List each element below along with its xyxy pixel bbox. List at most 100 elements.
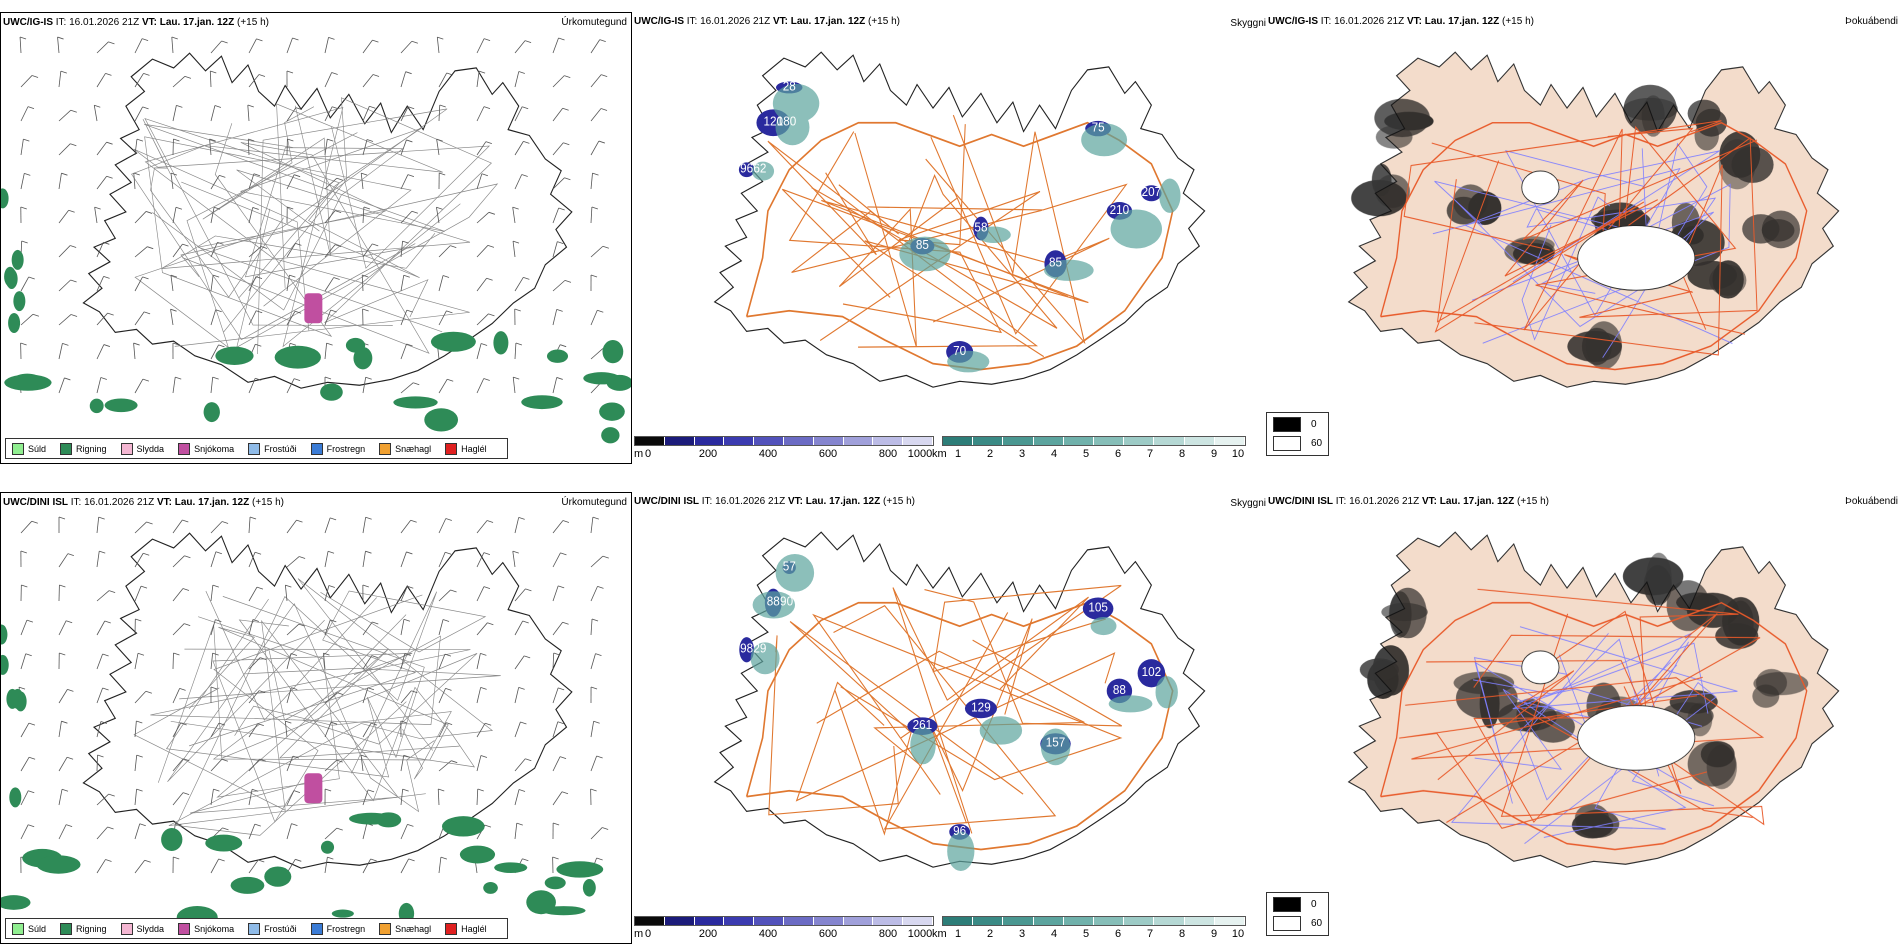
ceiling-label: 57: [783, 559, 796, 574]
legend-item: Frostúði: [248, 922, 297, 935]
glacier: [1521, 170, 1560, 205]
legend-item: Súld: [12, 922, 46, 935]
visibility-panel-row2: 88 98 105 88 157 261 129 96 102 57 90 29 UWC/DINI I…: [632, 492, 1266, 944]
ceiling-colorbar: m 0 200 400 600 800 1000: [634, 916, 934, 940]
ceiling-colorbar-swatches: [634, 916, 934, 926]
precip-legend: Súld Rigning Slydda Snjókoma Frostúði Fr…: [5, 438, 508, 459]
panel-header: UWC/IG-IS IT: 16.01.2026 21Z VT: Lau. 17…: [3, 17, 269, 28]
fog-panel-row1: UWC/IG-IS IT: 16.01.2026 21Z VT: Lau. 17…: [1266, 12, 1900, 464]
panel-title: Úrkomutegund: [561, 17, 627, 28]
unit-label: m: [634, 928, 644, 940]
snow-area: [304, 293, 323, 324]
legend-item: Frostúði: [248, 442, 297, 455]
legend-item: Snæhagl: [379, 922, 431, 935]
panel-header: UWC/DINI ISL IT: 16.01.2026 21Z VT: Lau.…: [3, 497, 284, 508]
ceiling-labels: 120 96 75 210 85 85 58 70 207 28 180 62: [740, 79, 1161, 358]
visibility-colorbar-swatches: [942, 916, 1246, 926]
map-canvas: 88 98 105 88 157 261 129 96 102 57 90 29: [713, 531, 1206, 871]
ceiling-labels: 88 98 105 88 157 261 129 96 102 57 90 29: [740, 559, 1161, 838]
visibility-colorbar-swatches: [942, 436, 1246, 446]
precip-type-panel-row2: UWC/DINI ISL IT: 16.01.2026 21Z VT: Lau.…: [0, 492, 632, 944]
ceiling-label: 129: [971, 700, 991, 715]
iceland-map: [1347, 531, 1840, 868]
panel-title: Skyggni: [1230, 18, 1266, 29]
snow-area: [304, 773, 323, 804]
rain-areas: [1, 188, 631, 444]
ceiling-label: 58: [974, 220, 987, 235]
low-visibility-areas: [750, 553, 1178, 871]
unit-label: km: [932, 448, 947, 460]
legend-item: Slydda: [120, 442, 164, 455]
ceiling-label: 85: [916, 238, 929, 253]
ceiling-label: 96: [953, 823, 966, 838]
ceiling-label: 29: [753, 641, 766, 656]
panel-header: UWC/IG-IS IT: 16.01.2026 21Z VT: Lau. 17…: [1268, 16, 1534, 27]
legend-item: Haglél: [445, 922, 487, 935]
panel-title: Skyggni: [1230, 498, 1266, 509]
glacier: [1521, 650, 1560, 685]
glacier: [1577, 225, 1696, 291]
panel-title: Þokuábendi: [1845, 16, 1898, 27]
contours: [131, 97, 499, 355]
fog-legend: 0 60: [1266, 892, 1330, 936]
panel-title: Úrkomutegund: [561, 497, 627, 508]
precip-legend: Súld Rigning Slydda Snjókoma Frostúði Fr…: [5, 918, 508, 939]
ceiling-label: 88: [1113, 682, 1126, 697]
legend-item: Frostregn: [310, 922, 365, 935]
contours: [133, 578, 501, 836]
legend-item: Frostregn: [310, 442, 365, 455]
ceiling-label: 105: [1088, 600, 1108, 615]
panel-header: UWC/IG-IS IT: 16.01.2026 21Z VT: Lau. 17…: [634, 16, 900, 27]
visibility-panel-row1: 120 96 75 210 85 85 58 70 207 28 180 62 UWC/IG-IS I…: [632, 12, 1266, 464]
map-canvas: [1, 516, 609, 929]
precip-type-panel-row1: UWC/IG-IS IT: 16.01.2026 21Z VT: Lau. 17…: [0, 12, 632, 464]
rain-areas: [1, 624, 604, 929]
legend-item: Haglél: [445, 442, 487, 455]
ceiling-label: 180: [777, 114, 797, 129]
ceiling-label: 88: [767, 594, 780, 609]
legend-item: Snjókoma: [178, 442, 234, 455]
coastline: [82, 52, 573, 389]
low-visibility-areas: [751, 83, 1181, 373]
map-canvas: [1, 36, 631, 444]
wind-barbs: [19, 36, 610, 394]
ceiling-label: 90: [780, 594, 793, 609]
iceland-map: [82, 52, 573, 389]
map-canvas: [1347, 51, 1840, 388]
legend-item: Súld: [12, 442, 46, 455]
coastline: [713, 531, 1206, 868]
wind-barbs: [18, 516, 609, 874]
legend-item: Snæhagl: [379, 442, 431, 455]
panel-header: UWC/DINI ISL IT: 16.01.2026 21Z VT: Lau.…: [1268, 496, 1549, 507]
unit-label: m: [634, 448, 644, 460]
legend-item: Slydda: [120, 922, 164, 935]
ceiling-colorbar-swatches: [634, 436, 934, 446]
ceiling-label: 157: [1046, 735, 1066, 750]
ceiling-label: 75: [1092, 120, 1105, 135]
ceiling-colorbar: m 0 200 400 600 800 1000: [634, 436, 934, 460]
ceiling-label: 207: [1142, 185, 1162, 200]
ceiling-label: 261: [913, 718, 933, 733]
ceiling-label: 62: [753, 161, 766, 176]
visibility-colorbar: km 1 2 3 4 5 6 7 8 9 10: [932, 916, 1246, 940]
map-canvas: 120 96 75 210 85 85 58 70 207 28 180 62: [713, 51, 1206, 388]
iceland-map: 88 98 105 88 157 261 129 96 102 57 90 29: [713, 531, 1206, 871]
map-canvas: [1347, 531, 1840, 868]
panel-header: UWC/DINI ISL IT: 16.01.2026 21Z VT: Lau.…: [634, 496, 915, 507]
iceland-map: 120 96 75 210 85 85 58 70 207 28 180 62: [713, 51, 1206, 388]
ceiling-label: 28: [783, 79, 796, 94]
iceland-map: [1347, 51, 1840, 388]
unit-label: km: [932, 928, 947, 940]
legend-item: Rigning: [60, 442, 107, 455]
roads: [1379, 588, 1808, 851]
ceiling-label: 120: [763, 114, 783, 129]
panel-title: Þokuábendi: [1845, 496, 1898, 507]
visibility-colorbar: km 1 2 3 4 5 6 7 8 9 10: [932, 436, 1246, 460]
ceiling-label: 210: [1110, 202, 1130, 217]
legend-item: Rigning: [60, 922, 107, 935]
ceiling-label: 102: [1142, 665, 1162, 680]
glacier: [1577, 705, 1696, 771]
fog-panel-row2: UWC/DINI ISL IT: 16.01.2026 21Z VT: Lau.…: [1266, 492, 1900, 944]
ceiling-label: 96: [740, 161, 753, 176]
ceiling-label: 98: [740, 641, 753, 656]
